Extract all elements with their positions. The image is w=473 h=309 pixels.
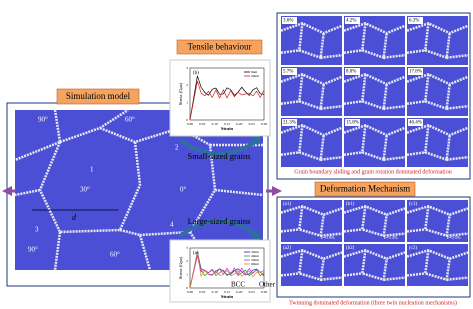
arrow-label: Small-sized grains [187,151,250,161]
angle-label: 0° [180,186,187,194]
strain-label: ε=5.3% [384,235,398,240]
angle-label: 60° [125,116,135,124]
y-axis-label: Stress (Gpa) [178,256,183,279]
strain-label: 3.6% [283,19,293,24]
grain-number: 4 [170,221,174,229]
legend-label: Other [259,281,276,289]
caption: Twinning dominated deformation (three tw… [289,299,457,306]
grain-number: 3 [35,226,39,234]
strain-label: 46.4% [409,121,422,126]
legend-label: 20nm [251,74,259,78]
x-axis-label: Strain [221,126,233,131]
y-tick-label: 3 [186,66,188,70]
legend-label: BCC [231,281,245,289]
strain-label: 15.8% [346,121,359,126]
panel-label: (b1) [346,202,355,207]
panel-label: (a2) [283,246,291,251]
panel-label: (b) [193,71,199,76]
x-tick-label: 0.00 [187,122,193,126]
panel-label: (b2) [346,246,355,251]
x-tick-label: 0.00 [187,290,193,294]
panel-label: (c2) [409,246,417,251]
strain-label: 5.7% [283,70,293,75]
x-tick-label: 0.20 [236,122,242,126]
x-tick-label: 0.30 [261,122,267,126]
arrow-right [266,190,272,193]
arrow-left [12,190,16,193]
y-tick-label: 2 [186,83,188,87]
caption: Grain boundary sliding and grain rotatio… [294,168,451,175]
x-tick-label: 0.25 [249,290,255,294]
strain-label: ε=5.5% [447,235,461,240]
y-tick-label: 1 [186,272,188,276]
y-tick-label: 0 [186,118,188,122]
page: Simulation model Tensile behaviour Small… [0,0,473,309]
angle-label: 90° [38,116,48,124]
model-title: Simulation model [66,91,131,101]
strain-label: 8.0% [346,70,356,75]
y-tick-label: 0 [186,286,188,290]
y-tick-label: 2 [186,259,188,263]
strain-label: 4.2% [346,19,356,24]
angle-label: 90° [28,246,38,254]
grain-number: 1 [90,166,94,174]
strain-label: ε=9.9% [321,235,335,240]
arrow-right [272,186,282,196]
x-axis-label: Strain [221,294,233,299]
x-tick-label: 0.10 [212,290,218,294]
panel-label: (c1) [409,202,417,207]
y-axis-label: Stress (Gpa) [178,82,183,105]
panel-label: (a1) [283,202,291,207]
x-tick-label: 0.10 [212,122,218,126]
strain-label: 17.8% [409,70,422,75]
x-tick-label: 0.30 [261,290,267,294]
x-tick-label: 0.20 [236,290,242,294]
angle-label: 60° [110,251,120,259]
tensile-title: Tensile behaviour [187,42,251,52]
mechanism-title: Deformation Mechanism [320,184,410,194]
figure: Simulation model Tensile behaviour Small… [0,0,473,309]
strain-label: 21.3% [283,121,296,126]
y-tick-label: 3 [186,246,188,250]
grain-number: 2 [175,144,179,152]
strain-label: 6.3% [409,19,419,24]
x-tick-label: 0.05 [199,122,205,126]
arrow-label: Large-sized grains [188,216,251,226]
x-tick-label: 0.05 [199,290,205,294]
legend-label: 60nm [251,262,259,266]
y-tick-label: 1 [186,100,188,104]
x-tick-label: 0.25 [249,122,255,126]
angle-label: 90° [230,251,240,259]
angle-label: 30° [80,186,90,194]
